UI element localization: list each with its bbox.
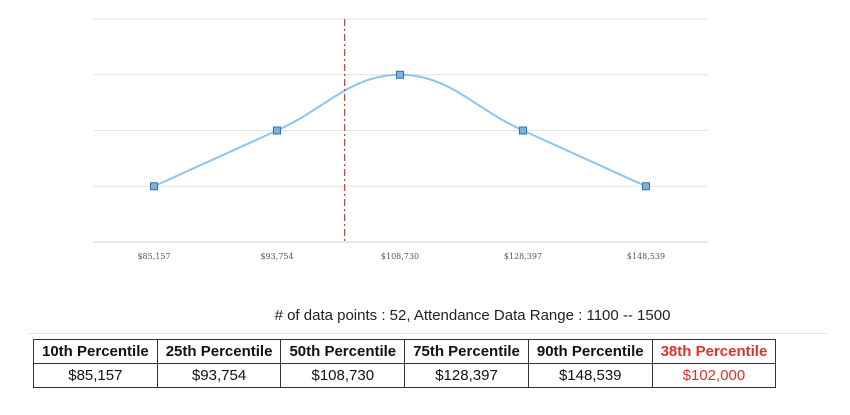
x-tick-label: $108,730 bbox=[381, 252, 419, 261]
table-header-cell: 90th Percentile bbox=[527, 339, 653, 364]
x-tick-label: $93,754 bbox=[260, 252, 293, 261]
table-value-cell: $108,730 bbox=[280, 363, 406, 388]
data-point-1[interactable] bbox=[150, 182, 158, 191]
x-tick-label: $128,397 bbox=[504, 252, 542, 261]
data-point-4[interactable] bbox=[519, 126, 527, 135]
data-point-2[interactable] bbox=[273, 126, 281, 135]
x-tick-label: $148,539 bbox=[627, 252, 665, 261]
table-header-row: 10th Percentile 25th Percentile 50th Perce… bbox=[33, 339, 777, 364]
divider bbox=[28, 333, 827, 334]
table-value-cell: $128,397 bbox=[404, 363, 529, 388]
table-value-row: $85,157 $93,754 $108,730 $128,397 $148,539 $1… bbox=[33, 363, 777, 388]
table-header-cell: 50th Percentile bbox=[280, 339, 406, 364]
grid-lines bbox=[93, 18, 708, 243]
table-header-cell: 25th Percentile bbox=[156, 339, 282, 364]
table-value-cell: $102,000 bbox=[651, 363, 777, 388]
table-value-cell: $85,157 bbox=[33, 363, 158, 388]
table-value-cell: $148,539 bbox=[527, 363, 653, 388]
table-header-cell: 75th Percentile bbox=[404, 339, 529, 364]
table-header-cell: 38th Percentile bbox=[651, 339, 777, 364]
x-axis-tick-labels: $85,157 $93,754 $108,730 $128,397 $148,539 bbox=[137, 252, 665, 261]
data-range-info: # of data points : 52, Attendance Data R… bbox=[274, 307, 671, 324]
percentile-line-chart: $85,157 $93,754 $108,730 $128,397 $148,539 bbox=[93, 18, 708, 261]
percentile-table: 10th Percentile 25th Percentile 50th Perce… bbox=[33, 339, 777, 388]
table-header-cell: 10th Percentile bbox=[33, 339, 158, 364]
data-point-5[interactable] bbox=[642, 182, 650, 191]
table-value-cell: $93,754 bbox=[156, 363, 282, 388]
data-point-3[interactable] bbox=[396, 70, 404, 79]
x-tick-label: $85,157 bbox=[137, 252, 170, 261]
data-points bbox=[150, 70, 650, 191]
